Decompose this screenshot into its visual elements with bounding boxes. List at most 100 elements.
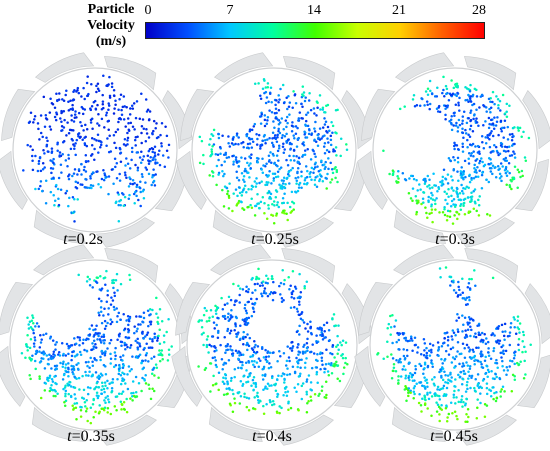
particle [456,161,460,164]
particle [264,141,267,145]
particle [296,383,300,386]
particle [519,175,522,179]
particle [334,176,337,180]
particle [119,282,123,286]
particle [485,404,489,407]
particle [270,403,274,407]
particle [489,395,493,398]
particle [227,155,231,159]
particle [42,353,46,356]
particle [259,200,263,204]
particle [289,148,292,151]
particle [339,154,342,158]
particle [85,280,89,283]
particle [116,314,119,318]
particle [468,298,471,302]
particle [95,276,99,279]
particle [319,108,322,111]
particle [334,324,338,327]
particle [276,170,280,173]
particle [50,171,53,175]
particle [241,360,244,364]
particle [328,339,331,342]
particle [107,128,110,132]
particle [127,319,131,323]
impeller-blade [272,414,334,446]
particle [243,169,246,173]
particle [485,110,488,113]
particle [283,148,286,151]
particle [288,113,291,116]
particle [433,376,436,379]
particle [512,150,515,153]
particle [56,149,59,152]
particle [506,369,510,372]
particle [424,179,427,183]
legend-title-line3: (m/s) [95,34,127,49]
particle [40,351,43,355]
particle [463,213,467,216]
particle [459,293,462,296]
particle [100,381,104,385]
impeller-blade [95,414,157,446]
particle [467,157,470,160]
particle [237,178,241,182]
particle [424,206,427,209]
particle [51,167,55,170]
particle [435,197,438,200]
particle [89,121,93,124]
particle [88,366,91,370]
particle [275,99,278,102]
particle [312,107,316,110]
particle [122,401,126,404]
particle [81,374,84,378]
particle [129,343,133,347]
particle [265,162,268,166]
particle [265,403,268,406]
particle [250,184,254,188]
particle [315,100,319,103]
particle [270,100,273,104]
particle [494,145,498,149]
particle [141,189,145,193]
particle [291,270,295,273]
particle [422,338,426,341]
particle [437,187,441,191]
particle [313,178,317,182]
particle [297,343,300,346]
impeller-blade [516,354,550,409]
particle [102,314,105,317]
particle [51,380,55,383]
particle [149,397,153,401]
particle [310,178,313,182]
particle [469,334,472,338]
particle [250,206,254,210]
particle [30,154,34,158]
particle [127,329,131,332]
particle [382,357,385,360]
particle [101,93,104,97]
particle [31,159,34,162]
particle [456,130,460,133]
particle [467,415,470,419]
particle [66,165,69,168]
particle [261,171,265,175]
particle [145,342,148,346]
particle [476,175,480,179]
particle [269,366,273,369]
particle [323,151,327,155]
particle [261,378,265,381]
particle [163,165,167,169]
particle [112,89,116,92]
particle [411,349,414,352]
particle [227,295,231,299]
particle [241,288,245,291]
particle [453,114,456,117]
particle [411,199,414,203]
particle [276,360,279,363]
particle [87,374,90,377]
particle [275,214,278,217]
particle [89,406,93,409]
particle [501,126,504,130]
particle [64,384,67,388]
